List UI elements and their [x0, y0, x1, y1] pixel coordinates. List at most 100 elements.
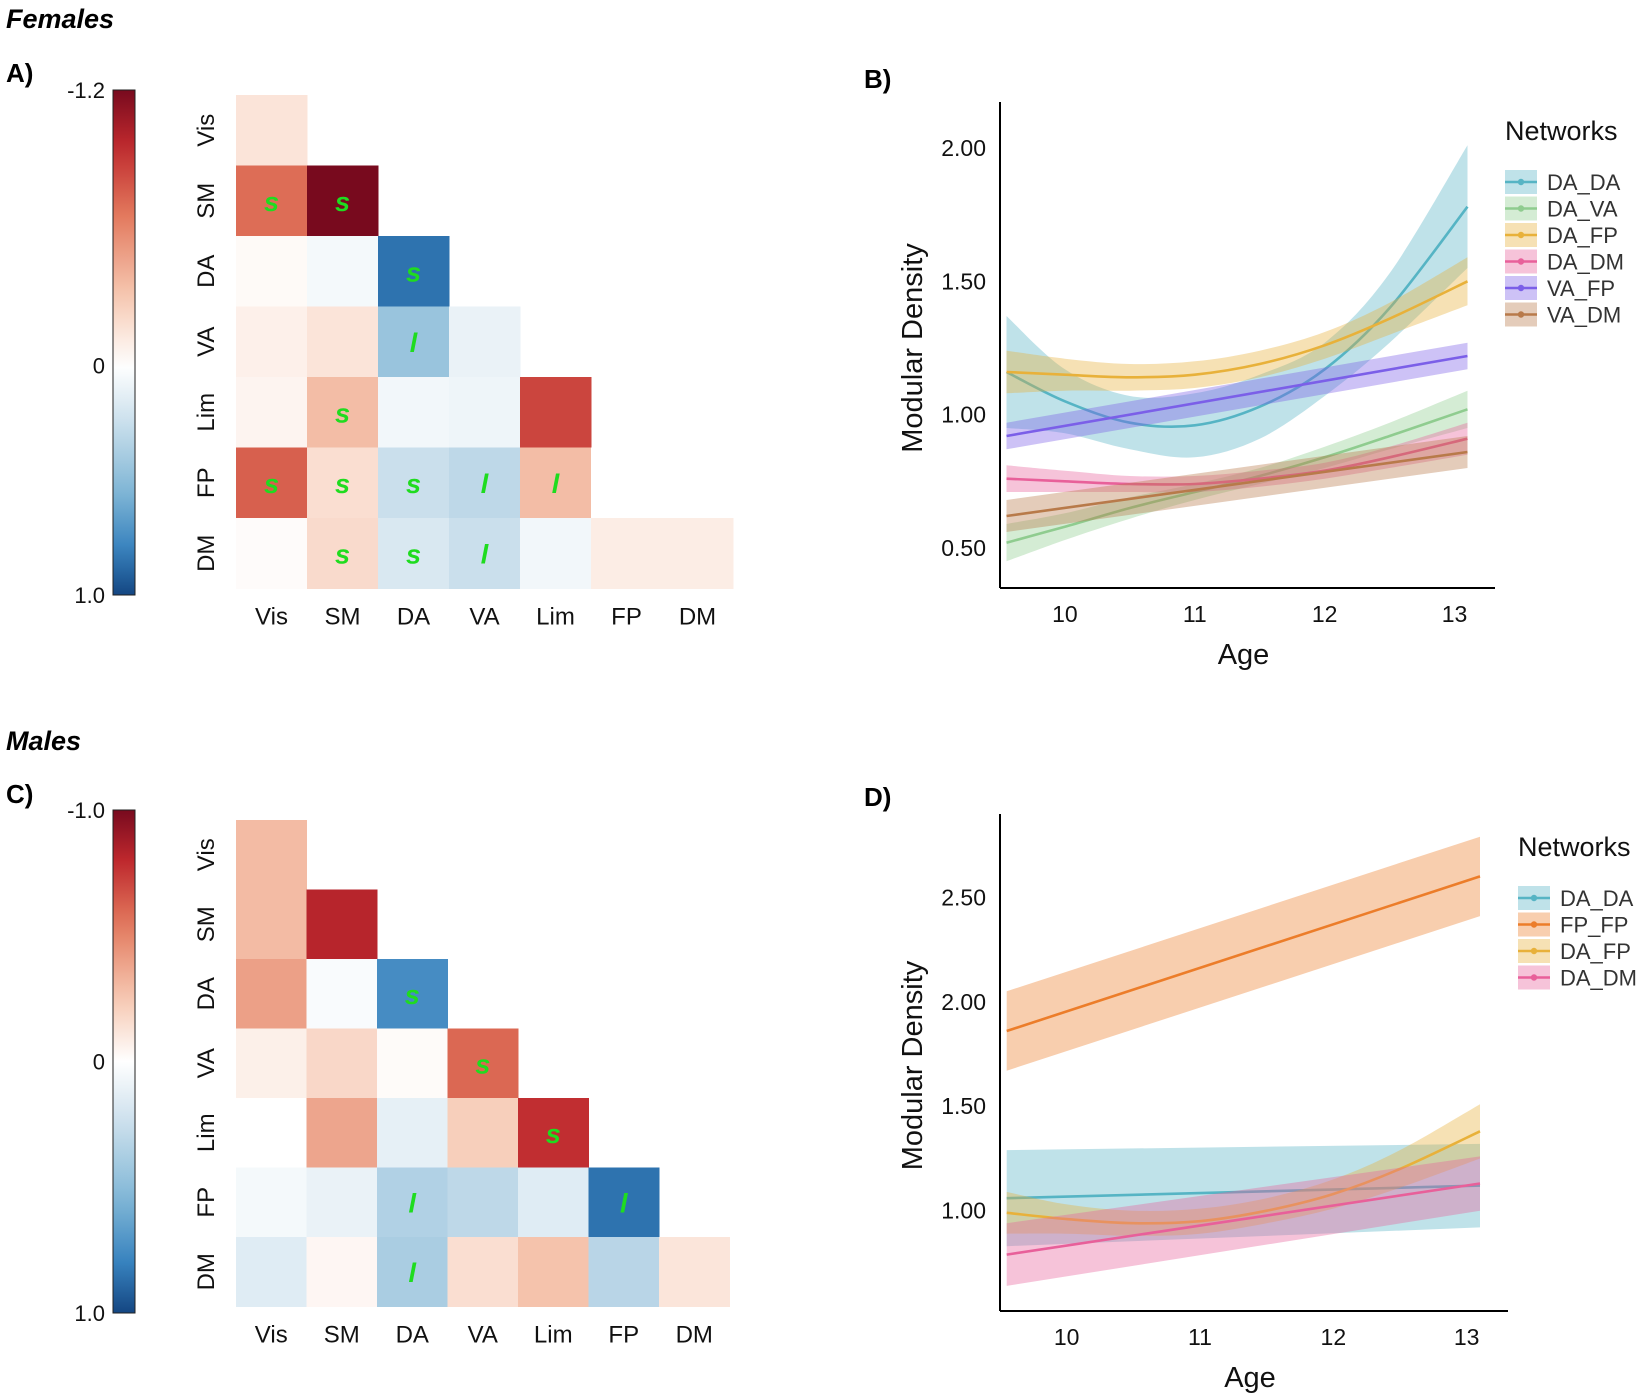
- heatmap-cell-fp-fp: [588, 1167, 660, 1238]
- significance-mark: s: [406, 469, 421, 499]
- column-label: DA: [397, 604, 430, 631]
- heatmap-cell-va-vis: [236, 306, 308, 378]
- heatmap-cell-va-sm: [306, 1028, 378, 1099]
- x-tick-label: 13: [1442, 601, 1468, 627]
- legend-dot: [1517, 231, 1525, 239]
- significance-mark: l: [408, 1188, 416, 1218]
- colorbar-tick-label: 0: [93, 1050, 105, 1075]
- heatmap-cell-lim-sm: [306, 1098, 378, 1168]
- significance-mark: l: [481, 539, 489, 569]
- significance-mark: s: [335, 398, 350, 428]
- x-tick-label: 10: [1054, 1324, 1080, 1350]
- heatmap-cell-sm-vis: [236, 165, 308, 237]
- heatmap-cell-dm-lim: [520, 518, 592, 589]
- heatmap-cell-va-vis: [236, 1028, 307, 1099]
- heatmap-cell-dm-va: [447, 1237, 519, 1307]
- y-axis-title: Modular Density: [897, 960, 929, 1170]
- heatmap-cell-fp-lim: [520, 447, 592, 519]
- heatmap-cell-dm-da: [377, 1237, 448, 1307]
- series-line-va_fp: [1006, 354, 1468, 438]
- legend-dot: [1530, 947, 1538, 955]
- y-tick-label: 2.50: [941, 884, 986, 910]
- section-title-females: Females: [6, 4, 114, 34]
- heatmap-cell-da-vis: [236, 236, 308, 307]
- heatmap-cell-dm-da: [378, 518, 450, 589]
- heatmap-cell-fp-va: [447, 1167, 519, 1238]
- row-label: SM: [193, 906, 220, 942]
- panel-label-d: D): [864, 782, 891, 812]
- heatmap-cell-va-va: [449, 306, 521, 378]
- heatmap-cell-lim-lim: [518, 1098, 589, 1168]
- series-line-da_fp: [1006, 280, 1469, 379]
- heatmap-cell-da-vis: [236, 959, 307, 1029]
- y-tick-label: 1.00: [941, 402, 986, 428]
- confidence-band-da_da: [1006, 1143, 1480, 1247]
- row-label: DM: [193, 1253, 220, 1290]
- y-tick-label: 1.00: [941, 1198, 986, 1224]
- legend-dot: [1530, 974, 1538, 981]
- column-label: DM: [676, 1322, 713, 1349]
- legend-label: FP_FP: [1560, 913, 1628, 938]
- series-line-da_dm: [1006, 437, 1468, 486]
- heatmap-cell-vis-vis: [236, 820, 307, 890]
- row-label: FP: [193, 467, 220, 498]
- legend-label: VA_FP: [1547, 276, 1615, 301]
- row-label: Lim: [193, 393, 220, 432]
- column-label: Lim: [536, 604, 575, 631]
- legend-label: DA_DM: [1560, 966, 1637, 991]
- panel-label-b: B): [864, 64, 891, 94]
- heatmap-cell-fp-sm: [307, 447, 379, 519]
- confidence-band-da_fp: [1006, 1104, 1480, 1236]
- y-tick-label: 1.50: [941, 268, 986, 294]
- section-title-males: Males: [6, 726, 81, 756]
- heatmap-cell-dm-fp: [591, 518, 663, 589]
- series-line-da_dm: [1006, 1182, 1481, 1256]
- row-label: DM: [193, 535, 220, 572]
- significance-mark: l: [620, 1188, 628, 1218]
- row-label: Lim: [193, 1113, 220, 1152]
- row-label: SM: [193, 183, 220, 219]
- x-tick-label: 12: [1321, 1324, 1347, 1350]
- column-label: FP: [611, 604, 642, 631]
- y-tick-label: 1.50: [941, 1093, 986, 1119]
- row-label: DA: [193, 255, 220, 288]
- significance-mark: s: [335, 187, 350, 217]
- legend-label: DA_VA: [1547, 197, 1618, 222]
- heatmap-cell-dm-sm: [307, 518, 379, 589]
- column-label: SM: [325, 604, 361, 631]
- y-tick-label: 0.50: [941, 535, 986, 561]
- legend-label: DA_DA: [1547, 170, 1621, 195]
- legend-label: DA_DA: [1560, 886, 1634, 911]
- heatmap-cell-dm-vis: [236, 518, 308, 589]
- legend-dot: [1517, 178, 1525, 186]
- heatmap-cell-fp-vis: [236, 1167, 307, 1238]
- significance-mark: l: [552, 469, 560, 499]
- confidence-band-da_dm: [1006, 422, 1468, 493]
- y-tick-label: 2.00: [941, 135, 986, 161]
- heatmap-cell-fp-sm: [306, 1167, 378, 1238]
- heatmap-cell-da-da: [378, 236, 450, 307]
- confidence-band-da_dm: [1006, 1156, 1480, 1286]
- heatmap-cell-da-da: [377, 959, 448, 1029]
- colorbar-tick-label: -1.0: [67, 798, 105, 823]
- legend-dot: [1517, 205, 1525, 212]
- heatmap-cell-dm-va: [449, 518, 521, 589]
- heatmap-cell-lim-da: [377, 1098, 448, 1168]
- colorbar: [112, 809, 136, 1314]
- legend-dot: [1517, 284, 1525, 292]
- confidence-band-da_va: [1006, 390, 1468, 562]
- heatmap-cell-lim-vis: [236, 1098, 307, 1168]
- column-label: VA: [469, 604, 499, 631]
- legend-label: DA_FP: [1560, 939, 1631, 964]
- legend-dot: [1517, 311, 1525, 318]
- heatmap-cell-va-sm: [307, 306, 379, 378]
- heatmap-cell-dm-sm: [306, 1237, 378, 1307]
- colorbar-tick-label: 1.0: [74, 1301, 105, 1326]
- x-axis-title: Age: [1224, 1362, 1276, 1394]
- significance-mark: s: [335, 469, 350, 499]
- colorbar-tick-label: 0: [93, 353, 105, 378]
- legend-label: DA_FP: [1547, 223, 1618, 248]
- heatmap-cell-vis-vis: [236, 95, 308, 166]
- y-tick-label: 2.00: [941, 989, 986, 1015]
